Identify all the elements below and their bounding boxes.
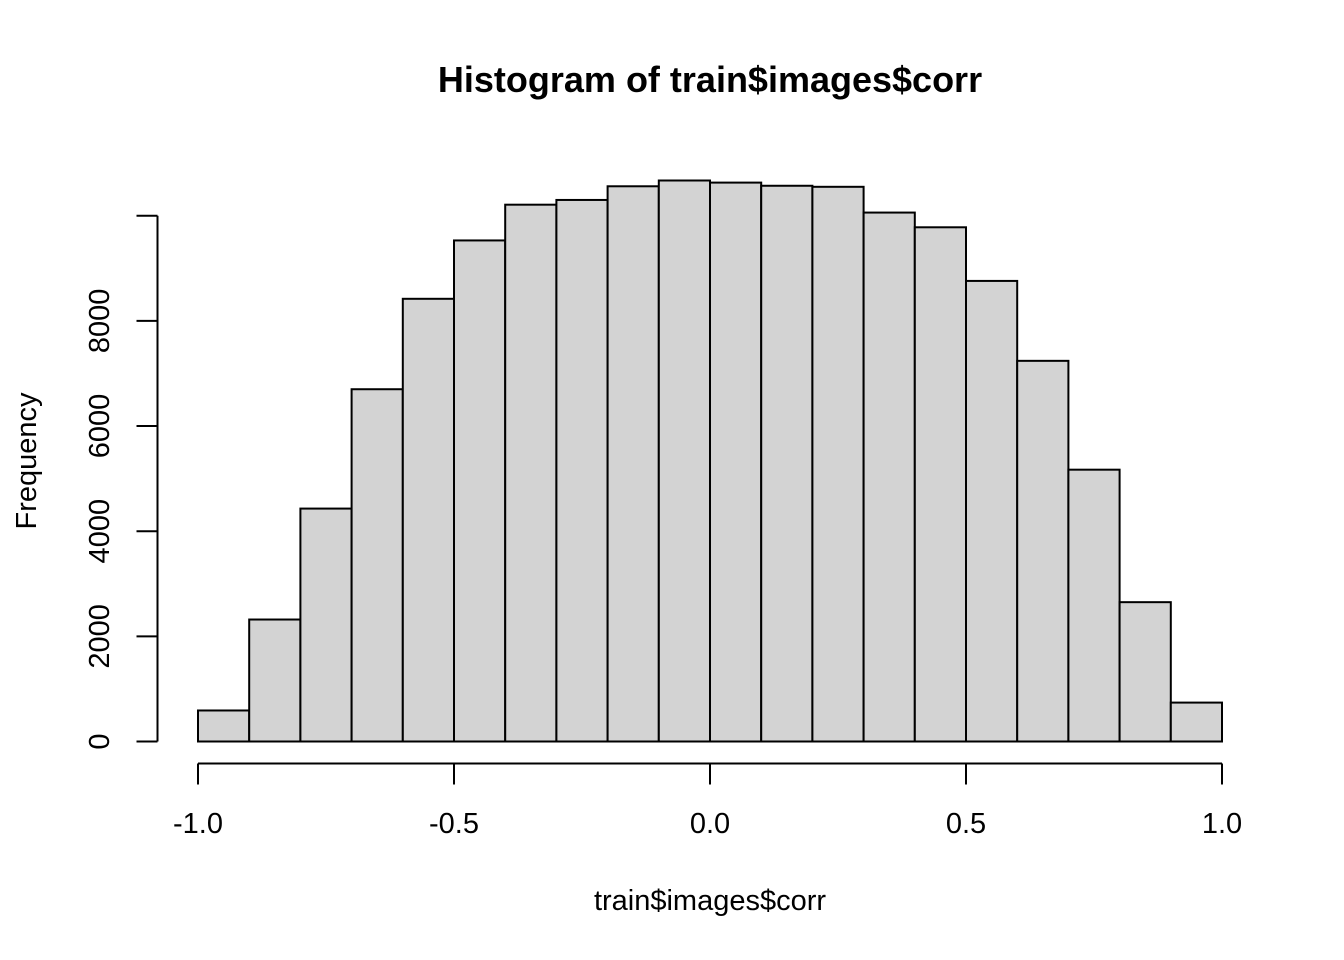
histogram-bar — [1067, 468, 1121, 743]
histogram-bar — [862, 211, 916, 743]
x-tick-label: 1.0 — [1202, 808, 1242, 840]
y-tick-label: 2000 — [84, 604, 116, 669]
y-tick-label: 4000 — [84, 499, 116, 564]
y-tick-label: 6000 — [84, 394, 116, 459]
histogram-bar — [913, 226, 967, 743]
histogram-bar — [299, 507, 353, 743]
x-tick-label: -0.5 — [429, 808, 479, 840]
bars-group — [197, 179, 1224, 743]
histogram-bar — [709, 181, 763, 743]
histogram-bar — [453, 239, 507, 743]
x-tick-label: -1.0 — [173, 808, 223, 840]
histogram-bar — [811, 185, 865, 743]
histogram-bar — [555, 198, 609, 743]
histogram-bar — [965, 279, 1019, 743]
histogram-bar — [350, 388, 404, 743]
histogram-bar — [197, 709, 251, 743]
y-tick-label: 0 — [84, 733, 116, 749]
histogram-bar — [1169, 701, 1224, 743]
x-tick-label: 0.5 — [946, 808, 986, 840]
histogram-bar — [401, 297, 455, 743]
histogram-bar — [504, 203, 558, 743]
histogram-bar — [657, 179, 711, 743]
histogram-bar — [606, 185, 660, 743]
x-tick-label: 0.0 — [690, 808, 730, 840]
chart-title: Histogram of train$images$corr — [438, 59, 982, 100]
y-axis-label: Frequency — [11, 392, 43, 530]
histogram-bar — [248, 618, 302, 743]
x-axis: -1.0 -0.5 0.0 0.5 1.0 — [173, 762, 1242, 840]
x-axis-label: train$images$corr — [594, 885, 826, 917]
histogram-bar — [760, 184, 814, 743]
y-axis: 0 2000 4000 6000 8000 — [84, 214, 159, 750]
histogram-bar — [1118, 601, 1172, 743]
y-tick-label: 8000 — [84, 289, 116, 354]
histogram-bar — [1016, 359, 1070, 743]
